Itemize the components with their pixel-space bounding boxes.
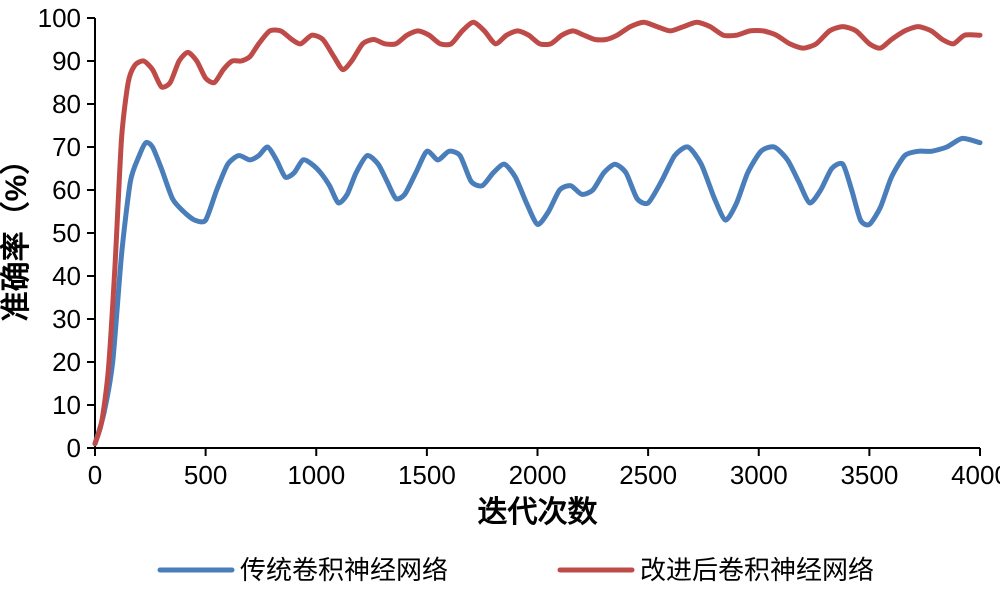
- legend-label: 改进后卷积神经网络: [640, 555, 874, 585]
- x-tick-label: 2500: [619, 460, 677, 490]
- y-tick-label: 80: [52, 89, 81, 119]
- x-tick-label: 3500: [840, 460, 898, 490]
- y-tick-label: 70: [52, 132, 81, 162]
- y-tick-label: 90: [52, 46, 81, 76]
- y-tick-label: 20: [52, 347, 81, 377]
- y-tick-label: 30: [52, 304, 81, 334]
- legend-label: 传统卷积神经网络: [240, 555, 448, 585]
- x-tick-label: 3000: [730, 460, 788, 490]
- y-tick-label: 100: [38, 3, 81, 33]
- accuracy-chart: 0102030405060708090100050010001500200025…: [0, 0, 1000, 599]
- x-axis-title: 迭代次数: [478, 496, 599, 529]
- x-tick-label: 0: [88, 460, 102, 490]
- x-tick-label: 1000: [287, 460, 345, 490]
- x-tick-label: 2000: [509, 460, 567, 490]
- y-axis-title: 准确率（%）: [0, 145, 33, 322]
- chart-svg: 0102030405060708090100050010001500200025…: [0, 0, 1000, 599]
- x-tick-label: 4000: [951, 460, 1000, 490]
- x-tick-label: 1500: [398, 460, 456, 490]
- x-tick-label: 500: [184, 460, 227, 490]
- y-tick-label: 40: [52, 261, 81, 291]
- y-tick-label: 10: [52, 390, 81, 420]
- y-tick-label: 60: [52, 175, 81, 205]
- y-tick-label: 0: [67, 433, 81, 463]
- y-tick-label: 50: [52, 218, 81, 248]
